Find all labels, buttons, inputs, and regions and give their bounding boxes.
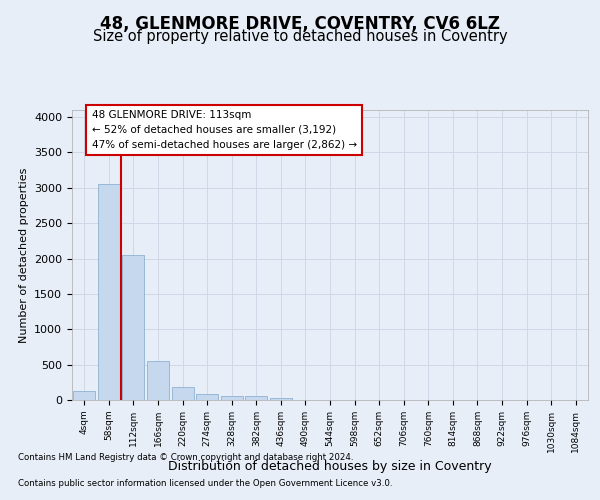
Bar xyxy=(122,255,145,400)
Y-axis label: Number of detached properties: Number of detached properties xyxy=(19,168,29,342)
Bar xyxy=(221,396,243,400)
Bar xyxy=(245,396,268,400)
Bar xyxy=(172,386,194,400)
Bar xyxy=(196,394,218,400)
Text: Contains HM Land Registry data © Crown copyright and database right 2024.: Contains HM Land Registry data © Crown c… xyxy=(18,454,353,462)
Text: Size of property relative to detached houses in Coventry: Size of property relative to detached ho… xyxy=(92,29,508,44)
Bar xyxy=(270,398,292,400)
Bar xyxy=(147,361,169,400)
Text: Contains public sector information licensed under the Open Government Licence v3: Contains public sector information licen… xyxy=(18,478,392,488)
Bar xyxy=(98,184,120,400)
Text: 48 GLENMORE DRIVE: 113sqm
← 52% of detached houses are smaller (3,192)
47% of se: 48 GLENMORE DRIVE: 113sqm ← 52% of detac… xyxy=(92,110,357,150)
Bar xyxy=(73,391,95,400)
X-axis label: Distribution of detached houses by size in Coventry: Distribution of detached houses by size … xyxy=(168,460,492,473)
Text: 48, GLENMORE DRIVE, COVENTRY, CV6 6LZ: 48, GLENMORE DRIVE, COVENTRY, CV6 6LZ xyxy=(100,15,500,33)
